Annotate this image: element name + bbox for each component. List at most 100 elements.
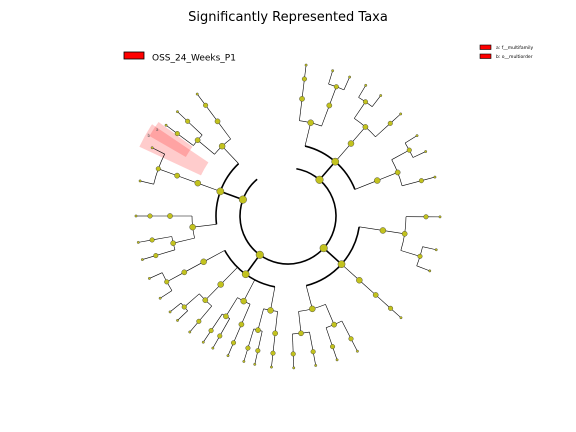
taxon-node [272,330,278,337]
clade-legend-label-b: b: o__multiorder [496,54,533,60]
tree-branch [149,272,163,279]
tree-branch [371,95,381,107]
taxon-node [164,279,170,285]
clade-legend-swatch-b [479,53,492,59]
legend: OSS_24_Weeks_P1 [123,51,236,64]
taxon-node [253,362,257,366]
taxon-node [211,346,215,350]
taxon-node [415,134,419,138]
tree-branch [298,311,302,334]
taxon-node [255,348,261,354]
taxon-node [290,351,296,357]
taxon-node [255,327,261,333]
taxon-node [423,214,429,220]
taxon-node [355,349,359,353]
taxon-node [310,349,316,355]
taxon-node [335,358,339,362]
taxon-node [140,258,144,261]
taxon-node [418,178,424,184]
taxon-node [379,227,387,234]
taxon-node [238,195,247,204]
clade-legend-label-a: a: f__multifamily [496,45,534,51]
tree-branch [325,327,333,347]
taxon-node [240,297,247,305]
tree-branch [198,305,212,322]
taxon-node [337,260,346,268]
tree-branch [184,261,204,273]
taxon-node [185,118,191,124]
taxon-node [270,350,276,356]
tree-branch [401,180,422,187]
tree-branch [241,304,251,325]
taxon-node [364,83,368,87]
taxon-node [153,253,159,259]
taxon-node [270,365,273,369]
taxon-node [214,118,221,125]
taxon-node [164,123,168,127]
taxon-node [314,364,318,367]
taxon-node [428,269,432,273]
tree-branch [400,250,421,257]
taxon-node [216,187,225,196]
tree-branch [184,293,200,308]
tree-branch [221,145,239,164]
taxon-node [387,120,393,126]
taxon-node [149,237,155,243]
tree-branch [321,105,330,127]
taxon-node [174,131,180,137]
taxon-node [315,175,324,184]
tree-branch [203,250,225,263]
taxon-node [331,69,335,73]
tree-branch [301,78,305,99]
clade-highlights [139,121,209,176]
tree-branch [359,280,376,296]
taxon-node [188,330,192,334]
taxon-node [348,336,354,342]
tree-branch [274,311,278,334]
taxon-node [331,321,337,328]
taxon-node [217,333,223,339]
tree-branch [270,286,276,311]
taxon-node [399,316,403,320]
tree-branch [233,324,242,343]
tree-branch [243,279,256,302]
taxon-node [181,304,187,310]
taxon-node [134,214,138,218]
tree-branch [299,98,303,121]
taxon-node [356,277,363,284]
tree-branch [318,161,336,181]
tree-branch [329,86,337,106]
taxon-node [304,63,308,67]
taxon-node [292,366,296,370]
taxon-node [200,258,207,266]
tree-branch [375,294,391,309]
tree-branch [205,284,221,301]
tree-branch [341,320,352,339]
tree-branch [220,267,238,285]
taxon-node [417,253,423,259]
tree-branch [205,105,218,122]
clade-highlight-a [149,121,193,157]
taxon-node [309,305,316,313]
taxon-node [155,166,161,172]
taxon-node [330,344,336,350]
taxon-node [438,215,442,219]
taxon-node [196,318,202,324]
tree-branch [335,143,352,162]
tree-branch [177,175,198,184]
taxon-node [331,157,340,166]
tree-branch [152,236,172,241]
taxon-node [218,142,226,150]
tree-branch [140,180,154,185]
tree-arc [239,167,337,265]
tree-branch [166,272,185,283]
tree-branch [169,302,182,313]
taxon-node [379,94,383,97]
taxon-node [433,175,437,179]
taxon-node [319,244,328,253]
taxon-node [255,250,264,259]
taxon-node [226,354,230,358]
tree-branch [292,333,294,354]
tree-branch [323,247,343,265]
taxon-node [223,313,229,320]
